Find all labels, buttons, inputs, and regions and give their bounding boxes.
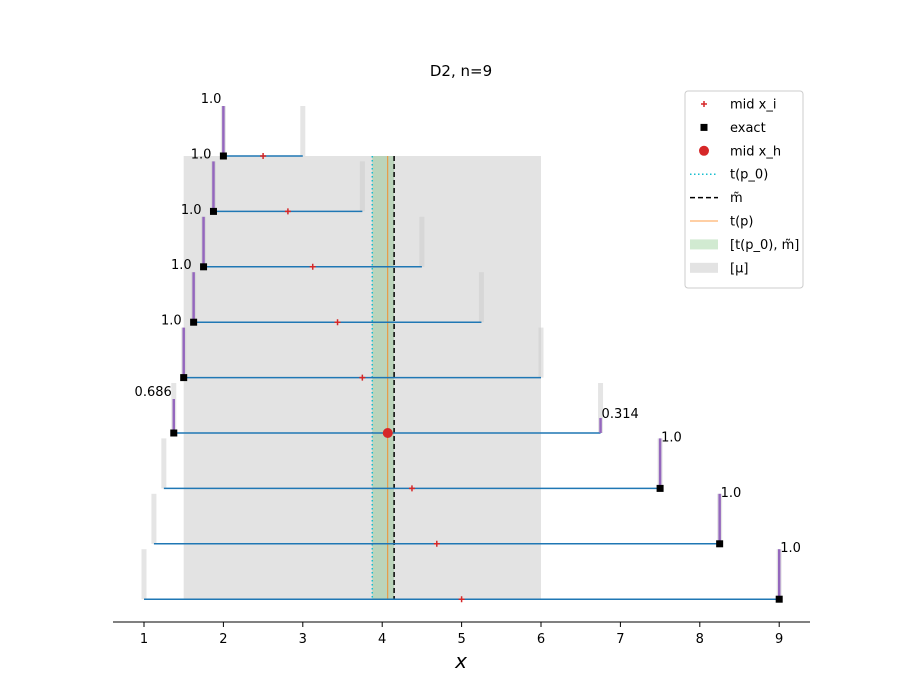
legend-label: [t(p_0), m̃] — [730, 238, 799, 253]
legend-label: t(p_0) — [730, 168, 768, 183]
x-tick-label: 5 — [457, 632, 465, 647]
interval-ghost-right — [538, 327, 544, 378]
x-tick-label: 2 — [219, 632, 227, 647]
x-tick-label: 8 — [696, 632, 704, 647]
mid-xi-marker — [408, 485, 415, 492]
legend-label: [μ] — [730, 261, 748, 276]
exact-marker — [716, 540, 724, 548]
mid-xi-marker — [359, 374, 366, 381]
weight-label: 1.0 — [181, 203, 202, 218]
legend-label: m̃ — [730, 191, 743, 206]
exact-marker — [775, 595, 783, 603]
legend-box — [684, 90, 804, 289]
mid-xi-marker — [309, 263, 316, 270]
x-tick-label: 4 — [378, 632, 386, 647]
weight-label: 0.686 — [135, 385, 172, 400]
legend-swatch-band — [690, 239, 718, 250]
interval-ghost-left — [151, 493, 157, 544]
mid-xi-marker — [433, 540, 440, 547]
x-tick-label: 9 — [775, 632, 783, 647]
x-axis-ticks: 1 2 3 4 5 6 7 8 9 — [140, 622, 783, 647]
mid-xi-marker — [260, 153, 267, 159]
mid-xi-marker — [334, 319, 341, 326]
exact-marker — [200, 263, 208, 271]
exact-marker — [190, 318, 198, 326]
plot-area: 1.0 1.0 1.0 1.0 1.0 0.686 0.314 1.0 1.0 1.0 — [135, 92, 801, 603]
exact-marker — [656, 484, 664, 492]
legend-swatch-exact — [700, 123, 708, 131]
interval-ghost-right — [359, 161, 365, 212]
chart-title: D2, n=9 — [430, 62, 492, 80]
legend-swatch-mu — [690, 262, 718, 273]
interval-ghost-left — [161, 438, 167, 489]
legend-swatch-mid-xi — [701, 101, 707, 107]
exact-marker — [219, 152, 227, 160]
legend-label: exact — [730, 121, 766, 136]
x-tick-label: 6 — [537, 632, 545, 647]
interval-ghost-left — [141, 549, 147, 600]
weight-label: 1.0 — [661, 430, 682, 445]
weight-label: 1.0 — [780, 541, 801, 556]
x-tick-label: 1 — [140, 632, 148, 647]
weight-label: 1.0 — [191, 147, 212, 162]
weight-label: 1.0 — [201, 92, 222, 107]
legend-label: mid x_h — [730, 144, 781, 159]
weight-label: 1.0 — [721, 486, 742, 501]
weight-label: 1.0 — [161, 314, 182, 329]
legend-label: mid x_i — [730, 98, 776, 113]
mid-xh-marker — [382, 428, 393, 438]
x-tick-label: 3 — [299, 632, 307, 647]
interval-ghost-right — [300, 106, 306, 156]
weight-label: 0.314 — [602, 407, 639, 422]
x-tick-label: 7 — [616, 632, 624, 647]
mid-xi-marker — [284, 208, 291, 215]
interval-ghost-right — [419, 216, 425, 267]
legend-swatch-mid-xh — [699, 145, 709, 156]
x-axis-label: x — [454, 649, 467, 673]
exact-marker — [170, 429, 178, 437]
exact-marker — [180, 374, 188, 382]
interval-ghost-right — [478, 272, 484, 323]
exact-marker — [209, 207, 217, 215]
legend-label: t(p) — [730, 215, 754, 230]
weight-label: 1.0 — [171, 258, 192, 273]
mid-xi-marker — [458, 596, 465, 603]
interval-ghost-right — [598, 383, 604, 433]
